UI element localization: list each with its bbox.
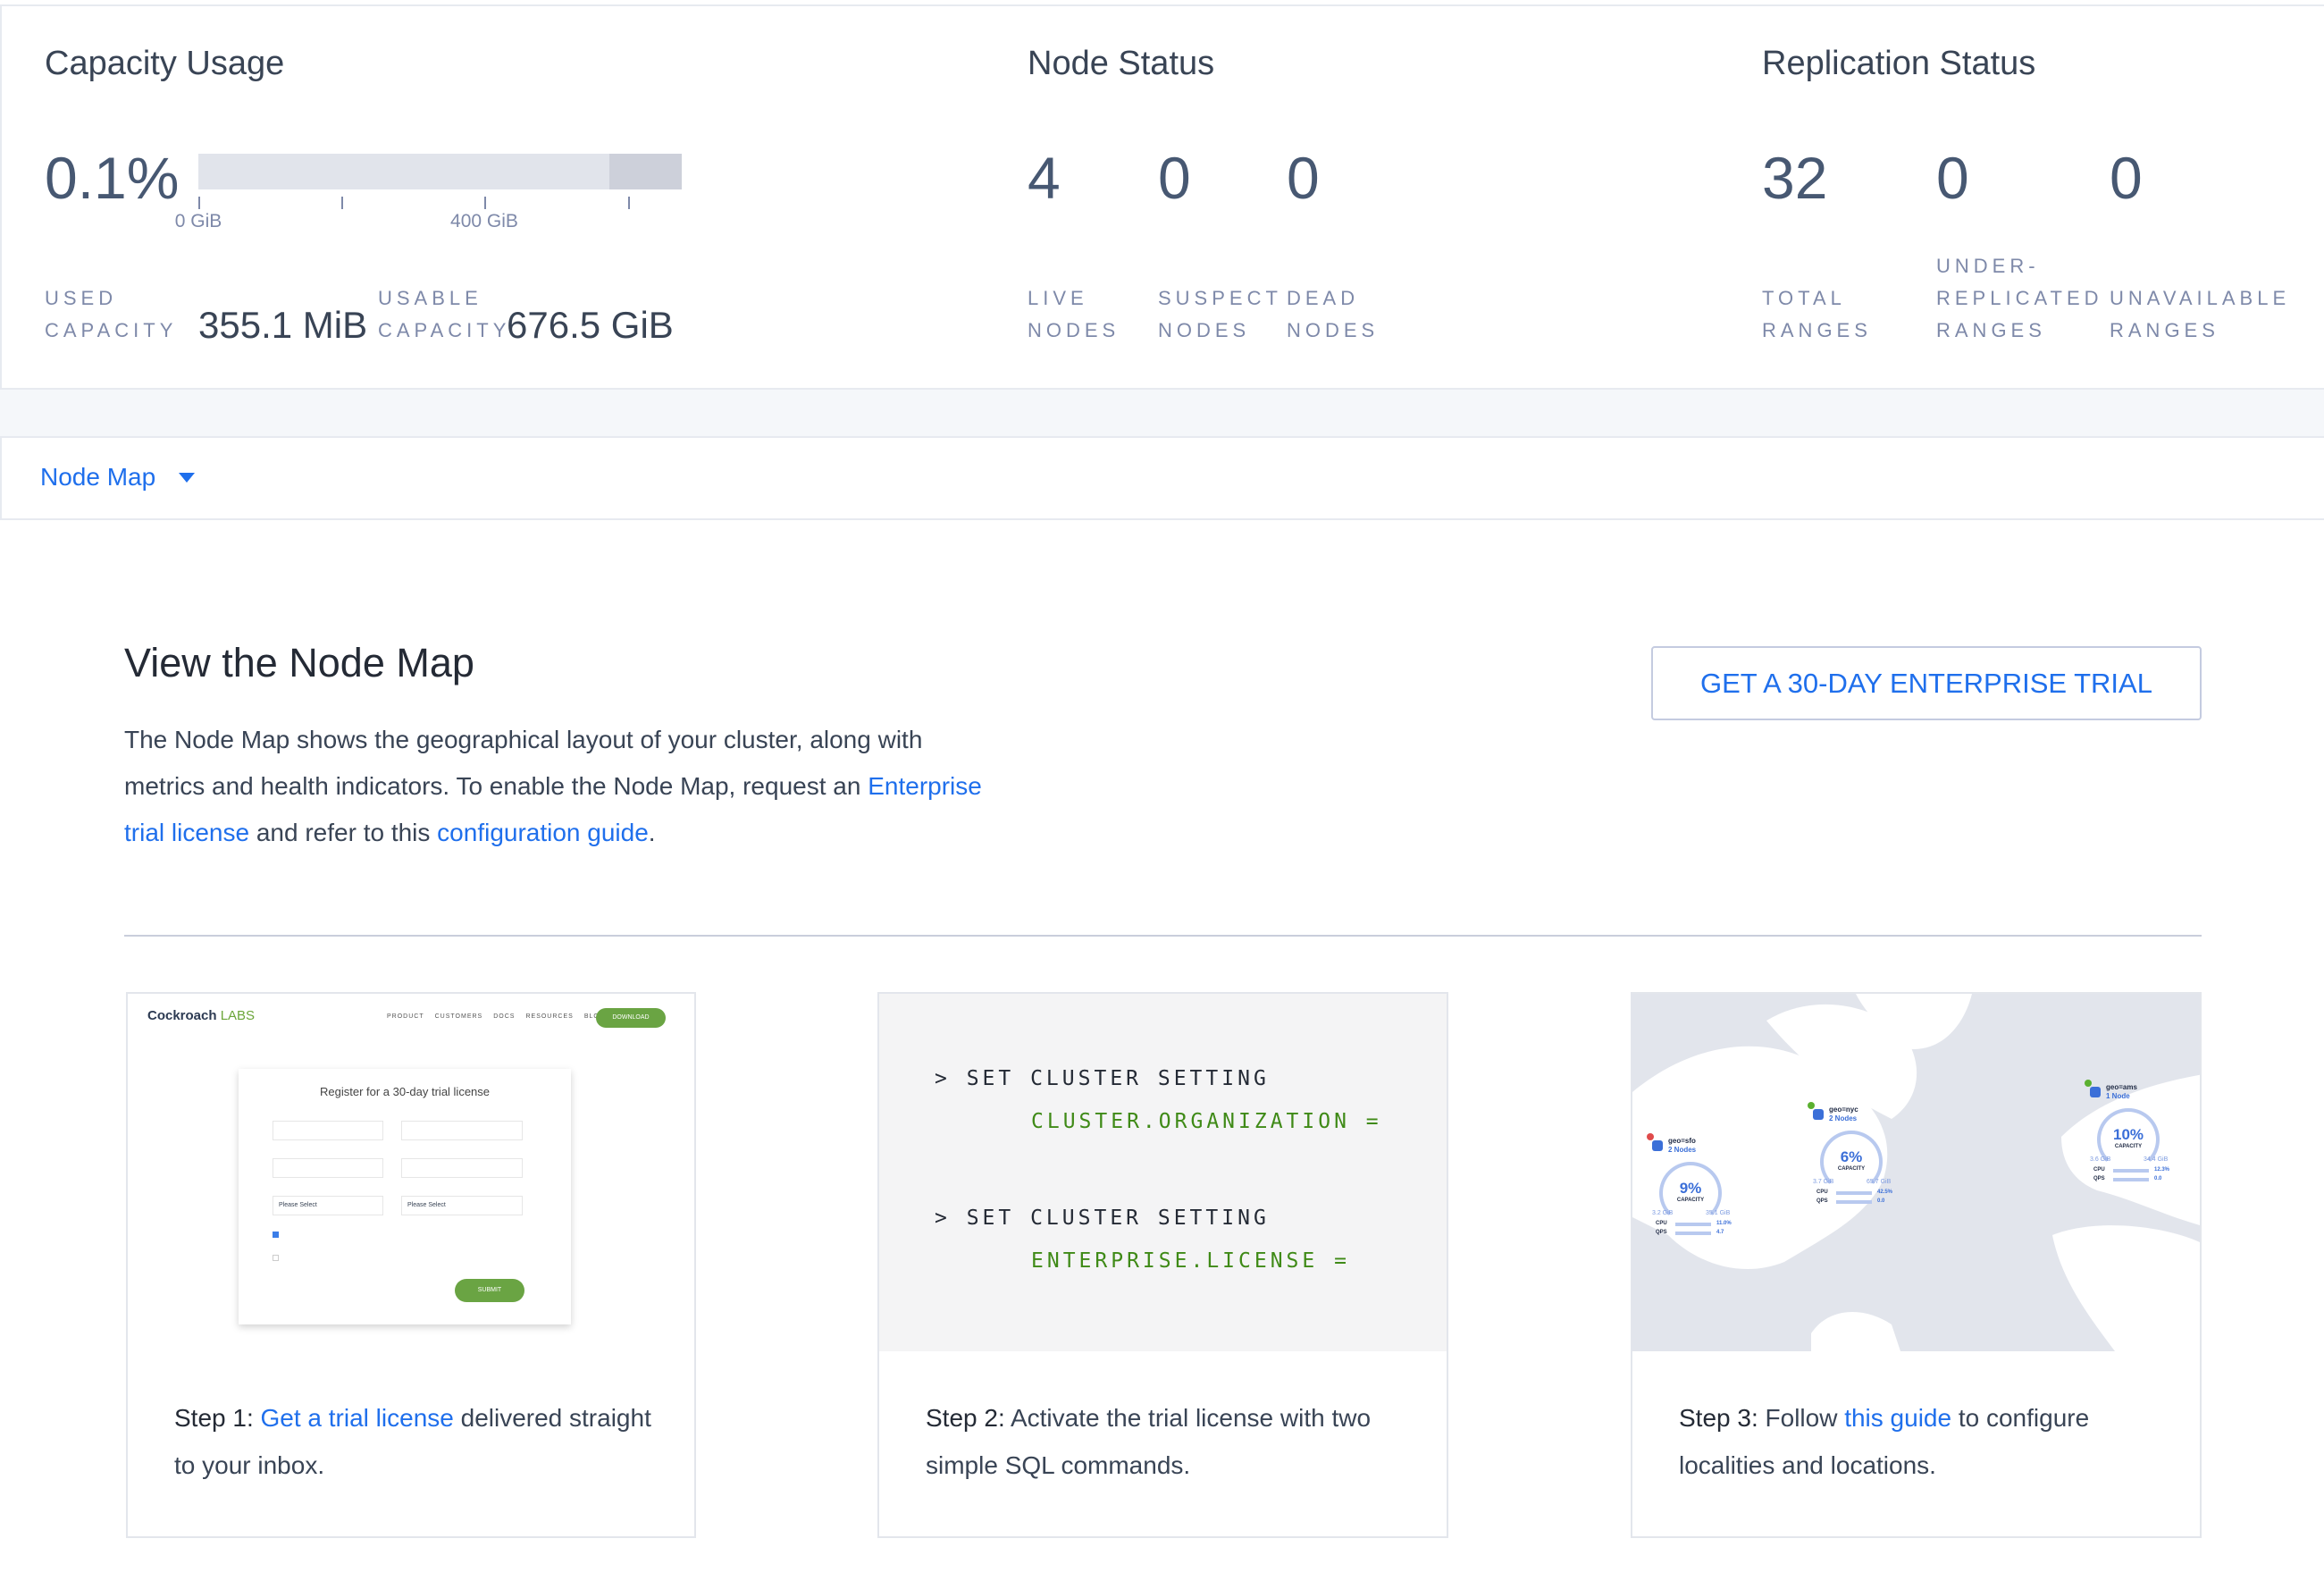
dead-nodes-value: 0 [1287, 145, 1320, 211]
live-nodes-value: 4 [1028, 145, 1061, 211]
suspect-nodes-value: 0 [1158, 145, 1191, 211]
under-replicated-value: 0 [1936, 145, 1969, 211]
check-circle-icon [1808, 1102, 1815, 1109]
database-icon [1652, 1140, 1663, 1151]
database-icon [2090, 1087, 2101, 1097]
node-map-dropdown[interactable]: Node Map [40, 463, 196, 492]
main-title: View the Node Map [124, 640, 474, 685]
view-selector-bar [0, 436, 2324, 520]
enterprise-license-link[interactable]: Enterprise trial license [124, 772, 982, 846]
node-status-title: Node Status [1028, 45, 1215, 82]
summary-panel [0, 4, 2324, 390]
live-nodes-label: LIVE NODES [1028, 287, 1120, 341]
description: The Node Map shows the geographical layo… [124, 726, 982, 846]
under-replicated-label: UNDER- REPLICATED RANGES [1936, 255, 2103, 341]
suspect-nodes-label: SUSPECT NODES [1158, 287, 1282, 341]
dropdown-selected: Node Map [40, 463, 156, 491]
this-guide-link[interactable]: this guide [1844, 1404, 1952, 1432]
used-value: 355.1 MiB [198, 304, 368, 346]
unavailable-value: 0 [2110, 145, 2143, 211]
used-label: USED CAPACITY [45, 287, 178, 341]
usable-label: USABLE CAPACITY [378, 287, 511, 341]
caret-down-icon [179, 472, 196, 483]
step-2-text: Step 2: Activate the trial license with … [926, 1404, 1372, 1479]
replication-status-title: Replication Status [1762, 45, 2036, 82]
total-ranges-value: 32 [1762, 145, 1828, 211]
database-icon [1813, 1109, 1824, 1120]
node-map-illustration: geo=sfo 2 Nodes 9% CAPACITY 3.2 GiB 35.1 GiB C… [1632, 994, 2200, 1351]
step-1-text: Step 1: Get a trial license delivered st… [174, 1404, 651, 1479]
step-2-card: > SET CLUSTER SETTING CLUSTER.ORGANIZATI… [877, 992, 1448, 1538]
capacity-percent: 0.1% [45, 145, 180, 211]
usable-value: 676.5 GiB [507, 304, 674, 346]
check-circle-icon [2085, 1080, 2092, 1087]
configuration-guide-link[interactable]: configuration guide [437, 819, 649, 846]
alert-badge-icon [1647, 1133, 1654, 1140]
capacity-bar [198, 154, 682, 189]
divider [124, 935, 2202, 937]
trial-license-link[interactable]: Get a trial license [260, 1404, 454, 1432]
step-1-card: Cockroach LABS PRODUCT CUSTOMERS DOCS RESOU… [126, 992, 696, 1538]
trial-signup-illustration: Cockroach LABS PRODUCT CUSTOMERS DOCS RESOU… [128, 994, 694, 1351]
total-ranges-label: TOTAL RANGES [1762, 287, 1872, 341]
tick-label: 0 GiB [174, 211, 222, 231]
step-3-text: Step 3: Follow this guide to configure l… [1679, 1404, 2090, 1479]
dead-nodes-label: DEAD NODES [1287, 287, 1380, 341]
step-3-card: geo=sfo 2 Nodes 9% CAPACITY 3.2 GiB 35.1 GiB C… [1631, 992, 2202, 1538]
tick-label: 400 GiB [450, 211, 518, 231]
unavailable-label: UNAVAILABLE RANGES [2110, 287, 2291, 341]
capacity-title: Capacity Usage [45, 45, 285, 82]
sql-commands-illustration: > SET CLUSTER SETTING CLUSTER.ORGANIZATI… [879, 994, 1447, 1351]
separator-band [0, 390, 2324, 436]
enterprise-trial-button[interactable]: GET A 30-DAY ENTERPRISE TRIAL [1651, 646, 2202, 720]
